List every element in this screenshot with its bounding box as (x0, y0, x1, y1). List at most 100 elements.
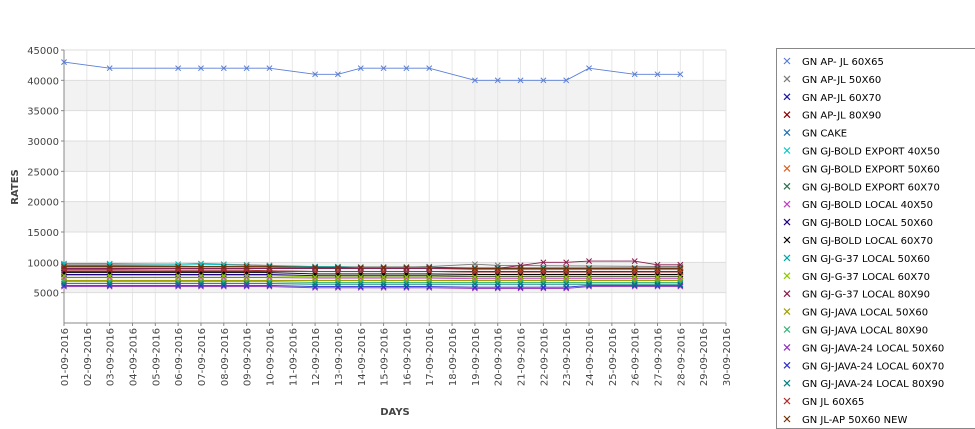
x-tick-label: 28-09-2016 (676, 328, 687, 386)
data-point-marker (312, 281, 319, 288)
legend-label: GN AP- JL 60X65 (802, 57, 884, 68)
legend-label: GN GJ-G-37 LOCAL 60X70 (802, 272, 930, 283)
data-point-marker (426, 283, 433, 290)
legend-label: GN AP-JL 60X70 (802, 93, 881, 104)
legend-label: GN GJ-BOLD LOCAL 60X70 (802, 236, 933, 247)
series-line (64, 274, 681, 277)
legend-label: GN GJ-BOLD EXPORT 60X70 (802, 182, 940, 193)
legend-marker (783, 308, 791, 316)
legend-marker (783, 290, 791, 298)
data-point-marker (334, 281, 341, 288)
data-point-marker (198, 65, 204, 72)
legend-marker (783, 397, 791, 405)
data-point-marker (540, 285, 547, 292)
data-point-marker (471, 77, 478, 84)
x-tick-label: 02-09-2016 (83, 328, 94, 386)
data-point-marker (540, 281, 547, 288)
data-point-marker (631, 283, 638, 290)
data-point-marker (471, 265, 478, 272)
y-tick-label: 10000 (27, 258, 59, 269)
legend-label: GN GJ-JAVA-24 LOCAL 80X90 (802, 379, 944, 390)
legend-label: GN GJ-BOLD EXPORT 50X60 (802, 164, 940, 175)
data-point-marker (61, 263, 67, 270)
data-point-marker (380, 268, 387, 275)
legend-label: GN GJ-BOLD LOCAL 50X60 (802, 218, 933, 229)
data-point-marker (243, 272, 250, 279)
data-point-marker (586, 265, 592, 272)
data-point-marker (175, 272, 182, 279)
data-point-marker (61, 59, 67, 66)
legend-box (776, 48, 975, 429)
data-point-marker (426, 264, 433, 271)
data-point-marker (312, 275, 319, 282)
data-point-marker (334, 264, 341, 271)
legend-marker (783, 75, 791, 83)
data-point-marker (312, 71, 319, 78)
x-tick-label: 23-09-2016 (562, 328, 573, 386)
data-point-marker (631, 265, 638, 272)
y-tick-label: 40000 (27, 76, 59, 87)
legend-marker (783, 182, 791, 190)
data-point-marker (654, 281, 661, 288)
x-tick-label: 13-09-2016 (334, 328, 345, 386)
data-point-marker (403, 268, 410, 275)
plot-band (64, 80, 726, 111)
data-point-marker (61, 272, 67, 279)
x-tick-label: 04-09-2016 (128, 328, 139, 386)
x-tick-label: 19-09-2016 (471, 328, 482, 386)
data-point-marker (677, 282, 684, 289)
data-point-marker (266, 267, 273, 274)
data-point-marker (357, 264, 364, 271)
legend-marker (783, 93, 791, 101)
data-point-marker (312, 283, 319, 290)
data-point-marker (494, 271, 501, 278)
plot-band (64, 141, 726, 172)
legend-marker (783, 218, 791, 226)
legend-marker (783, 379, 791, 387)
legend-marker (783, 111, 791, 119)
data-point-marker (220, 280, 227, 287)
data-point-marker (586, 65, 592, 72)
series-line (64, 277, 681, 280)
data-point-marker (586, 258, 592, 265)
data-point-marker (517, 285, 524, 292)
legend-label: GN GJ-JAVA LOCAL 80X90 (802, 326, 928, 337)
y-tick-label: 25000 (27, 167, 59, 178)
data-point-marker (198, 263, 204, 270)
data-point-marker (540, 77, 547, 84)
data-point-marker (677, 71, 684, 78)
x-tick-label: 03-09-2016 (106, 328, 117, 386)
data-point-marker (654, 71, 661, 78)
data-point-marker (266, 280, 273, 287)
data-point-marker (334, 71, 341, 78)
data-point-marker (357, 281, 364, 288)
series-line (64, 284, 681, 288)
data-point-marker (677, 271, 684, 278)
data-point-marker (312, 268, 319, 275)
series-line (63, 61, 681, 81)
data-point-marker (654, 282, 661, 289)
data-point-marker (380, 275, 387, 282)
x-tick-label: 26-09-2016 (631, 328, 642, 386)
legend-marker (783, 200, 791, 208)
data-point-marker (403, 283, 410, 290)
x-tick-label: 09-09-2016 (243, 328, 254, 386)
x-tick-label: 14-09-2016 (357, 328, 368, 386)
legend-label: GN GJ-JAVA-24 LOCAL 60X70 (802, 361, 944, 372)
data-point-marker (654, 271, 661, 278)
data-point-marker (220, 65, 227, 72)
data-point-marker (334, 268, 341, 275)
x-tick-label: 06-09-2016 (174, 328, 185, 386)
legend-label: GN GJ-G-37 LOCAL 50X60 (802, 254, 930, 265)
data-point-marker (175, 65, 182, 72)
legend-marker (783, 164, 791, 172)
y-tick-label: 15000 (27, 228, 59, 239)
data-point-marker (631, 282, 638, 289)
legend-marker (783, 57, 791, 65)
legend-label: GN AP-JL 50X60 (802, 75, 881, 86)
legend-label: GN JL-AP 50X60 NEW (802, 415, 907, 426)
x-tick-label: 11-09-2016 (288, 328, 299, 386)
data-point-marker (471, 285, 478, 292)
data-point-marker (494, 265, 501, 272)
x-tick-label: 01-09-2016 (60, 328, 71, 386)
